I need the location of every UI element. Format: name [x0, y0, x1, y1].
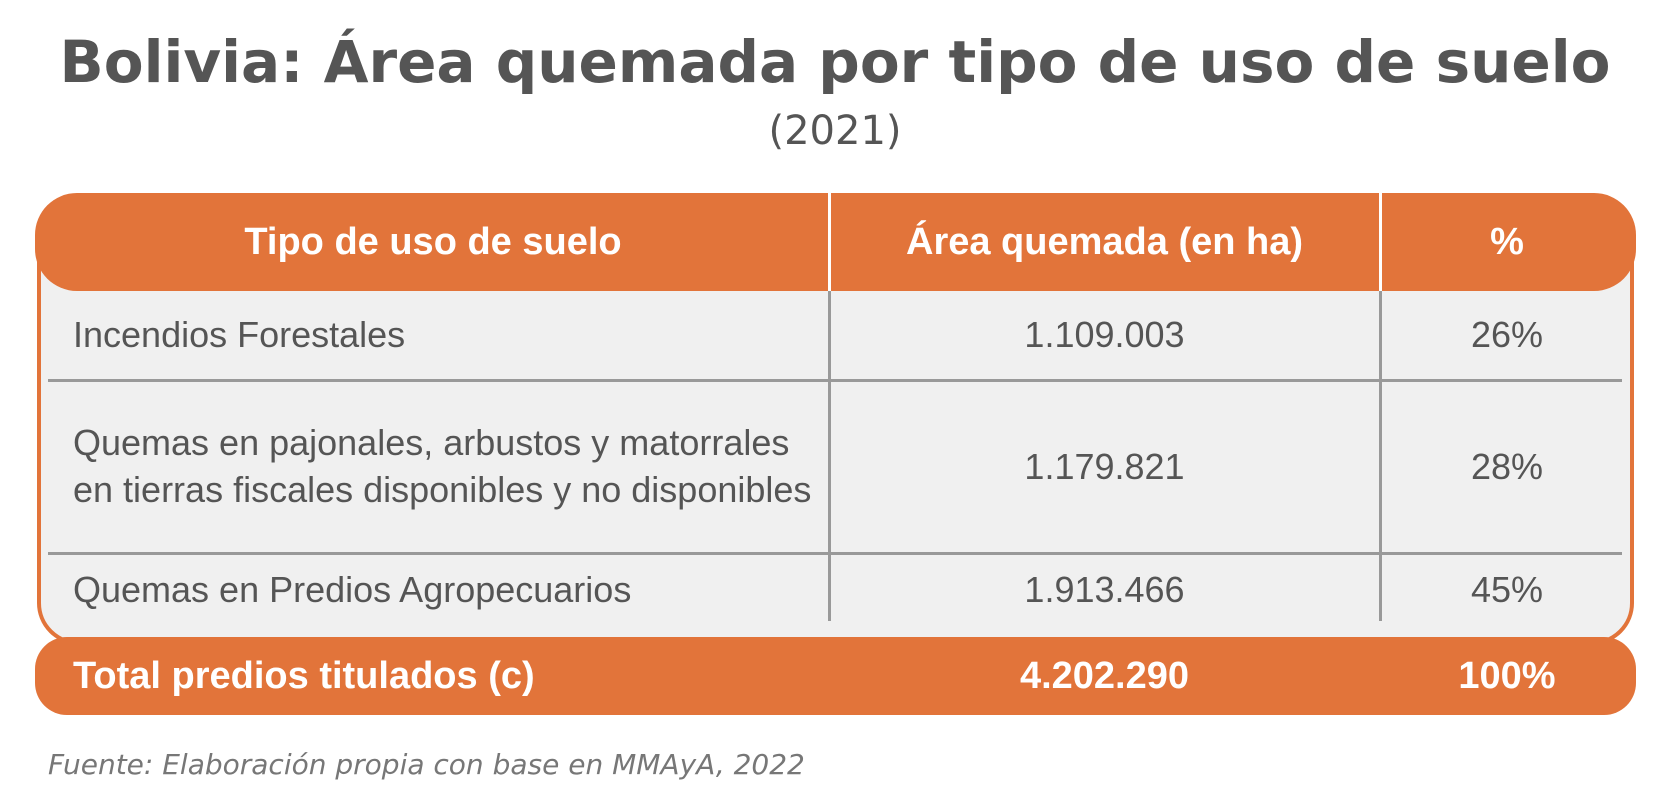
cell: 26% — [1470, 313, 1544, 355]
column-divider — [1379, 291, 1382, 621]
column-divider — [828, 291, 831, 621]
title: Bolivia: Área quemada por tipo de uso de… — [59, 28, 1611, 96]
subtitle: (2021) — [768, 108, 902, 154]
cell: 28% — [1470, 445, 1544, 487]
header-cell: Área quemada (en ha) — [906, 220, 1303, 263]
cell: 1.179.821 — [1024, 445, 1185, 487]
cell: 45% — [1470, 568, 1544, 610]
row-divider — [48, 379, 1622, 382]
total-row — [35, 637, 1636, 715]
header-cell: Tipo de uso de suelo — [244, 220, 622, 263]
source: Fuente: Elaboración propia con base en M… — [48, 748, 805, 781]
table-header — [35, 193, 1636, 291]
header-divider — [1379, 193, 1382, 291]
cell: Incendios Forestales — [73, 313, 406, 355]
row-divider — [48, 552, 1622, 555]
header-cell: % — [1490, 220, 1524, 263]
total-cell: 100% — [1458, 654, 1556, 697]
cell: 1.913.466 — [1024, 568, 1185, 610]
cell: Quemas en Predios Agropecuarios — [73, 568, 632, 610]
header-divider — [828, 193, 831, 291]
cell: 1.109.003 — [1024, 313, 1185, 355]
cell: Quemas en pajonales, arbustos y matorral… — [73, 422, 812, 510]
total-cell: 4.202.290 — [1019, 654, 1190, 697]
total-cell: Total predios titulados (c) — [73, 654, 535, 697]
